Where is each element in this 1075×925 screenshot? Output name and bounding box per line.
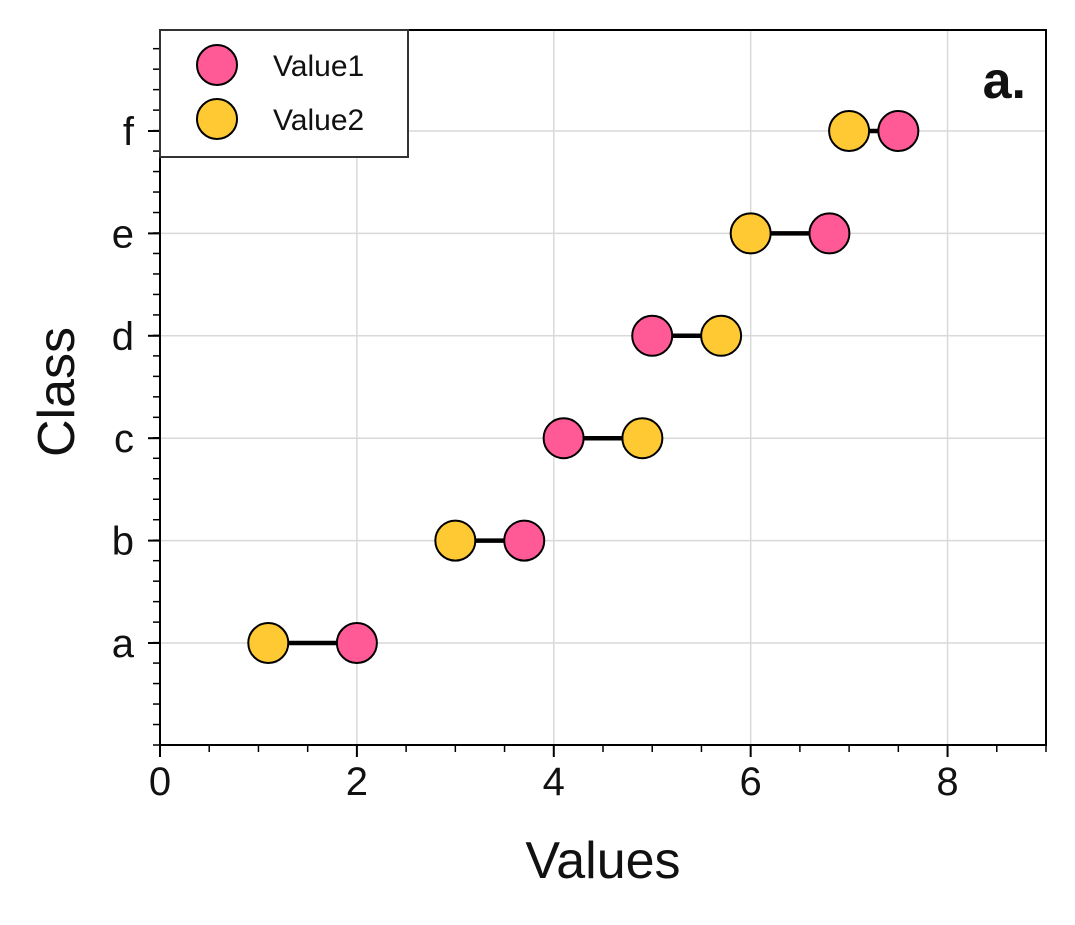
legend-label-value2: Value2 <box>273 104 364 137</box>
point-value2-a <box>247 622 290 664</box>
legend-marker-value2 <box>196 98 238 140</box>
tick-layer: 0 2 4 6 8 a b c d e f <box>112 47 1047 804</box>
connector-layer <box>268 128 899 646</box>
y-tick-label-d: d <box>112 315 134 359</box>
y-tick-label-a: a <box>112 622 135 666</box>
x-tick-label: 6 <box>740 760 762 804</box>
point-value2-d <box>700 314 743 357</box>
point-value1-e <box>808 212 851 255</box>
point-value1-f <box>877 110 920 152</box>
point-value1-a <box>335 622 378 664</box>
legend-marker-value1 <box>196 44 238 86</box>
y-tick-label-f: f <box>123 110 135 154</box>
x-tick-label: 0 <box>149 760 171 804</box>
point-value2-e <box>729 212 772 255</box>
panel-label: a. <box>983 52 1026 110</box>
legend-label-value1: Value1 <box>273 50 364 83</box>
x-tick-label: 8 <box>936 760 958 804</box>
y-tick-label-e: e <box>112 212 134 256</box>
y-tick-label-c: c <box>114 417 134 461</box>
point-value1-d <box>631 314 674 357</box>
x-tick-label: 2 <box>346 760 368 804</box>
point-value2-f <box>828 110 871 152</box>
y-tick-label-b: b <box>112 520 134 564</box>
legend: Value1 Value2 <box>159 29 409 158</box>
y-axis-title: Class <box>28 327 86 457</box>
point-layer <box>247 110 920 664</box>
point-value2-b <box>434 519 477 562</box>
point-value2-c <box>621 417 664 460</box>
point-value1-b <box>503 519 546 562</box>
x-tick-label: 4 <box>543 760 565 804</box>
point-value1-c <box>542 417 585 460</box>
x-axis-title: Values <box>525 832 680 890</box>
